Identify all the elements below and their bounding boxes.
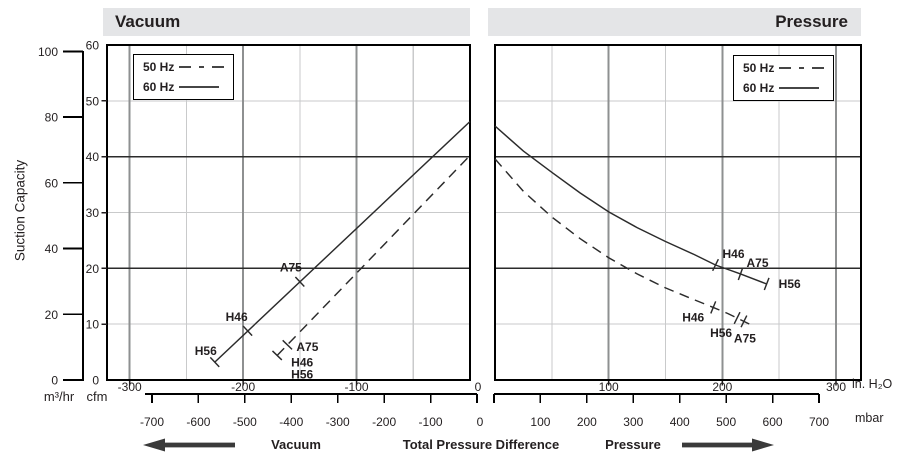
- m3hr-tick-label: 20: [45, 308, 59, 322]
- legend-pressure: 50 Hz 60 Hz: [733, 55, 834, 101]
- marker-tick: [710, 301, 717, 314]
- mbar-tick-label: -200: [372, 415, 396, 429]
- marker-tick: [733, 311, 741, 325]
- mbar-tick-label: -600: [186, 415, 210, 429]
- x-unit-inh2o: in. H₂O: [852, 377, 893, 391]
- marker-tick: [711, 258, 720, 272]
- legend-row-50hz: 50 Hz: [143, 58, 225, 76]
- cfm-tick-label: 0: [92, 374, 99, 388]
- mbar-tick-label: -300: [326, 415, 350, 429]
- mbar-tick-label: 500: [716, 415, 736, 429]
- mbar-tick-label: 300: [623, 415, 643, 429]
- curve-label-a75: A75: [747, 256, 769, 270]
- m3hr-tick-label: 40: [45, 242, 59, 256]
- marker-tick: [763, 277, 770, 291]
- vacuum-direction-label: Vacuum: [271, 437, 321, 452]
- curve-label-a75: A75: [296, 340, 318, 354]
- x-tick-label: -100: [345, 380, 369, 394]
- cfm-tick-label: 20: [86, 262, 100, 276]
- marker-tick: [740, 315, 748, 328]
- x-tick-label: 100: [599, 380, 619, 394]
- curve-label-h46: H46: [291, 355, 313, 369]
- legend-label-60hz: 60 Hz: [143, 79, 175, 94]
- legend-vacuum: 50 Hz 60 Hz: [133, 54, 234, 100]
- vacuum-header-bar: Vacuum: [103, 8, 470, 36]
- dashed-line-sample-icon: [179, 66, 224, 69]
- inh2o-zero-label: 0: [475, 380, 482, 394]
- solid-line-sample-icon: [779, 86, 819, 89]
- legend-row-60hz: 60 Hz: [143, 78, 225, 96]
- pressure-direction-arrow-icon: [682, 438, 774, 452]
- x-tick-label: -200: [231, 380, 255, 394]
- x-tick-label: 300: [826, 380, 846, 394]
- curve-label-a75: A75: [734, 331, 756, 345]
- mbar-tick-label: 700: [809, 415, 829, 429]
- cfm-tick-label: 40: [86, 150, 100, 164]
- cfm-tick-label: 60: [86, 39, 100, 53]
- curve-label-a75: A75: [280, 261, 302, 275]
- marker-tick: [282, 339, 293, 350]
- legend-row-60hz: 60 Hz: [743, 79, 825, 97]
- legend-row-50hz: 50 Hz: [743, 59, 825, 77]
- curve-label-h46: H46: [723, 247, 745, 261]
- vacuum-header-title: Vacuum: [115, 12, 181, 31]
- marker-tick: [737, 267, 744, 281]
- pressure-direction-label: Pressure: [605, 437, 661, 452]
- vacuum-direction-arrow-icon: [143, 438, 235, 452]
- cfm-tick-label: 30: [86, 206, 100, 220]
- cfm-tick-label: 10: [86, 318, 100, 332]
- mbar-tick-label: -100: [419, 415, 443, 429]
- marker-tick: [209, 356, 220, 368]
- curve-label-h56: H56: [195, 344, 217, 358]
- mbar-tick-label: 600: [763, 415, 783, 429]
- x-tick-label: -300: [118, 380, 142, 394]
- series-line-60hz: [494, 125, 767, 285]
- x-unit-mbar: mbar: [855, 411, 884, 425]
- legend-label-50hz: 50 Hz: [743, 61, 775, 76]
- x-tick-label: 200: [712, 380, 732, 394]
- mbar-tick-label: 200: [577, 415, 597, 429]
- marker-tick: [294, 276, 305, 287]
- legend-label-50hz: 50 Hz: [143, 60, 175, 75]
- total-pressure-difference-label: Total Pressure Difference: [402, 437, 560, 452]
- curve-label-h56: H56: [779, 277, 801, 291]
- legend-label-60hz: 60 Hz: [743, 80, 775, 95]
- cfm-tick-label: 50: [86, 94, 100, 108]
- mbar-tick-label: 400: [670, 415, 690, 429]
- marker-tick: [271, 350, 283, 361]
- series-line-50hz: [276, 154, 471, 356]
- m3hr-tick-label: 80: [45, 111, 59, 125]
- mbar-tick-label: -500: [233, 415, 257, 429]
- pressure-header-title: Pressure: [775, 12, 848, 31]
- marker-tick: [242, 325, 253, 337]
- curve-label-h46: H46: [226, 310, 248, 324]
- mbar-tick-label: -400: [279, 415, 303, 429]
- y-unit-cfm: cfm: [86, 389, 108, 404]
- m3hr-tick-label: 0: [51, 374, 58, 388]
- solid-line-sample-icon: [179, 85, 219, 88]
- mbar-tick-label: 100: [530, 415, 550, 429]
- panel-border: [494, 44, 862, 381]
- y-unit-m3hr: m³/hr: [43, 389, 75, 404]
- pressure-header-bar: Pressure: [488, 8, 861, 36]
- curve-label-h56: H56: [710, 326, 732, 340]
- m3hr-tick-label: 60: [45, 176, 59, 190]
- series-line-50hz: [494, 158, 750, 325]
- curve-label-h46: H46: [682, 310, 704, 324]
- mbar-zero-label: 0: [477, 415, 484, 429]
- m3hr-tick-label: 100: [38, 45, 58, 59]
- dashed-line-sample-icon: [779, 67, 824, 70]
- mbar-tick-label: -700: [140, 415, 164, 429]
- curve-label-h56: H56: [291, 367, 313, 381]
- series-line-60hz: [214, 120, 471, 363]
